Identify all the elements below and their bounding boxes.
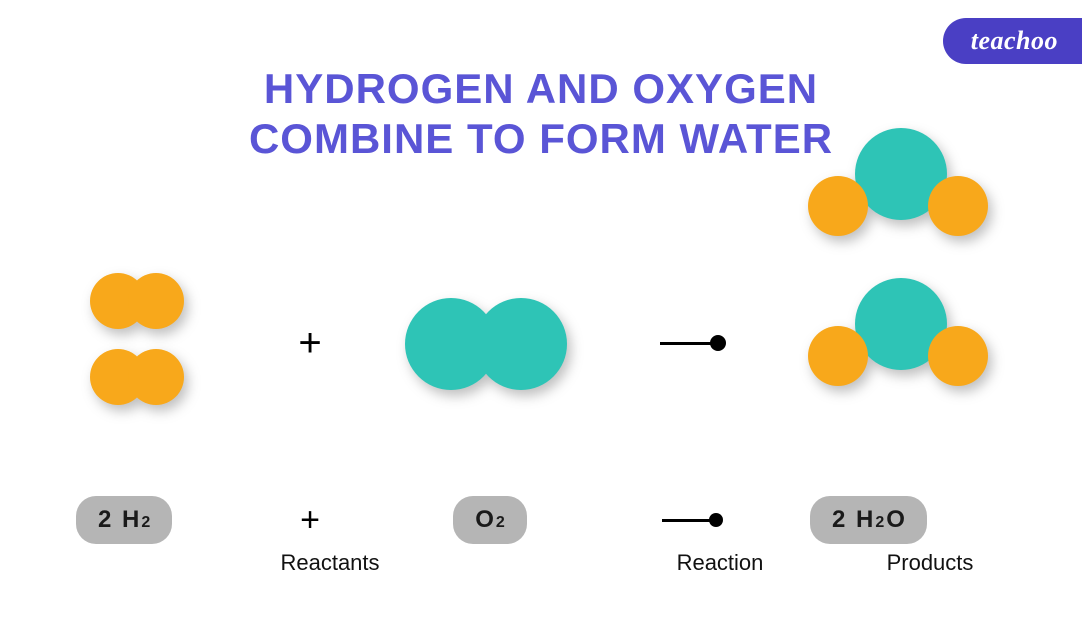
h2o-sym2: O (886, 506, 905, 534)
water-molecules (790, 228, 1010, 458)
label-products: Products (887, 550, 974, 576)
formula-row: 2 H2 + O2 2 H2O (70, 490, 1042, 550)
formula-h2o: 2 H2O (810, 496, 927, 544)
label-reaction: Reaction (677, 550, 764, 576)
arrow-icon (662, 519, 718, 522)
hydrogen-atom (808, 176, 868, 236)
formula-arrow (590, 519, 790, 522)
water-molecule-2 (800, 278, 1000, 398)
title-line-1: HYDROGEN AND OXYGEN (0, 64, 1082, 114)
hydrogen-atom (128, 273, 184, 329)
hydrogen-atom (928, 326, 988, 386)
h2-sub: 2 (141, 514, 150, 532)
arrow-dot-icon (709, 513, 723, 527)
label-reactants: Reactants (280, 550, 379, 576)
hydrogen-atom (128, 349, 184, 405)
h2-coeff: 2 (98, 506, 111, 534)
formula-plus: + (230, 501, 390, 540)
o2-sub: 2 (496, 514, 505, 532)
h2o-sym1: H (856, 506, 873, 534)
hydrogen-atom (928, 176, 988, 236)
molecule-diagram: + (70, 238, 1042, 448)
plus-icon: + (298, 321, 321, 366)
arrow-dot-icon (710, 335, 726, 351)
label-products-cell: Products (790, 550, 1010, 576)
reaction-arrow (590, 342, 790, 345)
h2-symbol: H (122, 506, 139, 534)
h2o-coeff: 2 (832, 506, 845, 534)
h2-molecule-1 (90, 273, 190, 329)
labels-row: Reactants Reaction Products (70, 550, 1042, 590)
formula-o2: O2 (453, 496, 527, 544)
arrow-icon (660, 342, 720, 345)
plus-operator: + (230, 321, 390, 366)
brand-badge: teachoo (943, 18, 1082, 64)
o2-symbol: O (475, 506, 494, 534)
oxygen-molecule (390, 298, 590, 388)
plus-icon: + (300, 501, 320, 540)
oxygen-atom (475, 298, 567, 390)
h2-molecule-2 (90, 349, 190, 405)
hydrogen-atom (808, 326, 868, 386)
water-molecule-1 (800, 128, 1000, 248)
h2o-sub1: 2 (875, 514, 884, 532)
formula-o2-cell: O2 (390, 496, 590, 544)
formula-h2-cell: 2 H2 (70, 496, 230, 544)
formula-h2o-cell: 2 H2O (790, 496, 1010, 544)
formula-h2: 2 H2 (76, 496, 172, 544)
label-reactants-cell: Reactants (230, 550, 390, 576)
label-reaction-cell: Reaction (590, 550, 790, 576)
hydrogen-molecules (70, 273, 230, 413)
